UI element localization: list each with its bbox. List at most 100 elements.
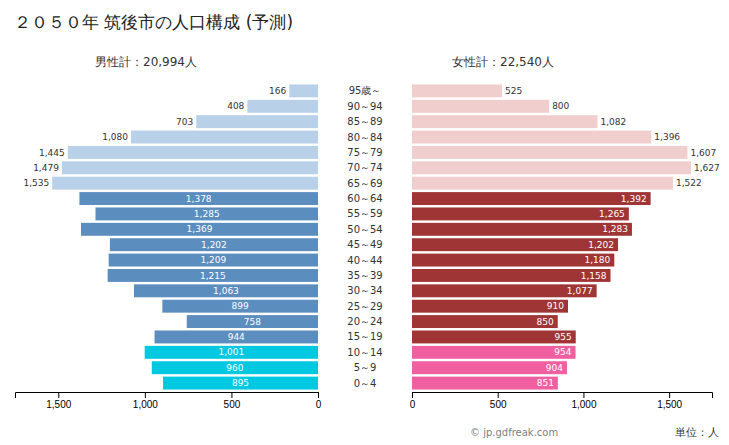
data-label: 904 <box>546 363 563 373</box>
bar <box>109 254 318 267</box>
tick-mark <box>318 392 319 398</box>
tick: 500 <box>224 392 241 410</box>
category-label: 60～64 <box>347 193 382 204</box>
tick-label: 0 <box>410 399 416 410</box>
category-label: 20～24 <box>347 316 382 327</box>
tick: 500 <box>490 392 507 410</box>
category-label: 75～79 <box>347 147 382 158</box>
data-label: 1,479 <box>33 163 59 173</box>
tick-label: 500 <box>490 399 507 410</box>
tick: 1,000 <box>571 392 596 410</box>
data-label: 910 <box>547 301 564 311</box>
data-label: 1,158 <box>581 271 607 281</box>
category-label: 50～54 <box>347 224 382 235</box>
bar <box>289 84 318 97</box>
bar <box>412 284 597 297</box>
bar <box>108 269 318 282</box>
bar <box>412 207 629 220</box>
bar <box>247 100 318 113</box>
category-label: 35～39 <box>347 270 382 281</box>
bar <box>412 100 549 113</box>
data-labels: 5258001,0821,3961,6071,6271,5221,3921,26… <box>505 86 720 388</box>
category-label: 65～69 <box>347 178 382 189</box>
bar <box>412 346 576 359</box>
bar <box>412 315 558 328</box>
bar <box>196 115 318 128</box>
bar <box>412 254 614 267</box>
data-label: 408 <box>227 101 244 111</box>
category-label: 80～84 <box>347 132 382 143</box>
tick-label: 500 <box>224 399 241 410</box>
tick-mark <box>498 392 499 398</box>
bar <box>412 146 687 159</box>
bar <box>412 377 558 390</box>
data-label: 703 <box>176 117 193 127</box>
data-label: 851 <box>537 378 554 388</box>
data-label: 800 <box>552 101 569 111</box>
tick: 1,000 <box>133 392 158 410</box>
bar <box>110 238 318 251</box>
data-label: 1,445 <box>39 148 65 158</box>
data-label: 1,535 <box>23 178 49 188</box>
tick-label: 1,000 <box>571 399 596 410</box>
category-label: 0～4 <box>354 378 377 389</box>
tick-mark <box>669 392 670 398</box>
tick-mark <box>412 392 413 398</box>
bar <box>412 269 611 282</box>
tick: 1,500 <box>46 392 71 410</box>
tick: 0 <box>410 392 416 410</box>
annotation: © jp.gdfreak.com <box>470 427 558 438</box>
tick: 0 <box>316 392 322 410</box>
data-label: 1,627 <box>694 163 720 173</box>
category-label: 70～74 <box>347 162 382 173</box>
tick-mark <box>145 392 146 398</box>
title: ２０５０年 筑後市の人口構成 (予測) <box>14 12 293 32</box>
x-axis: 0 500 1,000 1,500 <box>16 392 322 410</box>
bar <box>412 177 673 190</box>
data-label: 954 <box>554 347 571 357</box>
data-label: 1,001 <box>218 347 244 357</box>
bar <box>412 192 651 205</box>
bar <box>412 161 691 174</box>
category-label: 95歳～ <box>349 85 382 96</box>
data-label: 1,215 <box>200 271 226 281</box>
tick-mark <box>231 392 232 398</box>
data-label: 1,265 <box>599 209 625 219</box>
data-label: 1,082 <box>600 117 626 127</box>
bar <box>412 223 632 236</box>
bar <box>96 207 318 220</box>
data-label: 1,180 <box>585 255 611 265</box>
data-label: 850 <box>537 317 554 327</box>
bar <box>163 377 318 390</box>
bar <box>412 361 567 374</box>
category-label: 90～94 <box>347 101 382 112</box>
axis-line <box>16 393 319 399</box>
category-label: 55～59 <box>347 208 382 219</box>
category-label: 25～29 <box>347 301 382 312</box>
annotation: 男性計：20,994人 <box>95 55 197 69</box>
data-label: 955 <box>555 332 572 342</box>
bar <box>62 161 318 174</box>
bar <box>145 346 318 359</box>
bar <box>52 177 318 190</box>
data-label: 758 <box>244 317 261 327</box>
data-label: 1,522 <box>676 178 702 188</box>
category-label: 45～49 <box>347 239 382 250</box>
data-label: 1,607 <box>690 148 716 158</box>
data-label: 960 <box>226 363 243 373</box>
category-labels: 95歳～90～9485～8980～8475～7970～7465～6960～645… <box>347 85 382 388</box>
tick-label: 1,500 <box>657 399 682 410</box>
data-label: 1,369 <box>187 224 213 234</box>
data-labels: 1664087031,0801,4451,4791,5351,3781,2851… <box>23 86 286 388</box>
bar <box>187 315 318 328</box>
bars <box>52 84 318 389</box>
data-label: 1,283 <box>602 224 628 234</box>
bar <box>412 84 502 97</box>
bar <box>134 284 318 297</box>
tick-label: 0 <box>316 399 322 410</box>
data-label: 1,202 <box>588 240 614 250</box>
x-axis: 0 500 1,000 1,500 <box>410 392 713 410</box>
category-label: 15～19 <box>347 331 382 342</box>
data-label: 895 <box>232 378 249 388</box>
bar <box>79 192 318 205</box>
